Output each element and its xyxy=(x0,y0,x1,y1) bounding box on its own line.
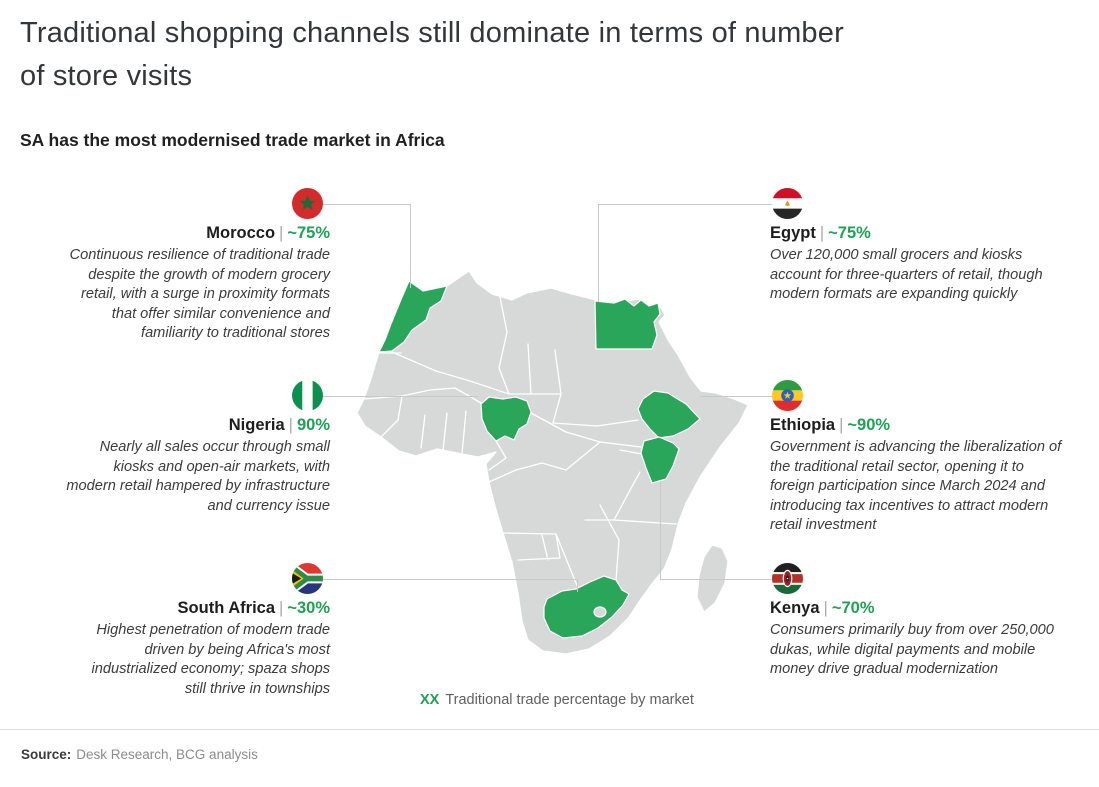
footer-divider xyxy=(0,729,1099,730)
separator: | xyxy=(288,416,293,434)
map-morocco-shape xyxy=(378,280,448,353)
map-egypt-shape xyxy=(594,298,661,350)
country-description: Over 120,000 small grocers and kiosks ac… xyxy=(770,247,1043,302)
connector-south-africa-v xyxy=(577,579,578,592)
country-value: 90% xyxy=(296,416,330,434)
country-header: Kenya | ~70% xyxy=(770,599,1080,618)
callout-morocco: Morocco | ~75% Continuous resilience of tr… xyxy=(20,188,330,344)
africa-continent-shape xyxy=(356,270,749,655)
country-name: Nigeria xyxy=(228,416,285,434)
page-title-line-1: Traditional shopping channels still domi… xyxy=(20,17,844,49)
connector-morocco-h xyxy=(320,204,410,205)
page-subtitle: SA has the most modernised trade market … xyxy=(20,130,445,150)
connector-egypt-h xyxy=(598,204,772,205)
lesotho-shape xyxy=(593,606,607,618)
africa-map xyxy=(356,270,749,655)
country-name: Morocco xyxy=(206,224,276,242)
country-description: Nearly all sales occur through small kio… xyxy=(66,439,330,514)
legend-label: Traditional trade percentage by market xyxy=(445,692,694,708)
page-title-line-2: of store visits xyxy=(20,60,193,92)
connector-morocco-v xyxy=(410,204,411,288)
separator: | xyxy=(823,599,828,617)
map-kenya-shape xyxy=(640,436,680,484)
connector-south-africa-h xyxy=(320,579,577,580)
source-label: Source: xyxy=(21,747,72,762)
country-header: Morocco | ~75% xyxy=(20,224,330,243)
connector-ethiopia-h xyxy=(700,396,772,397)
separator: | xyxy=(839,416,844,434)
country-value: ~30% xyxy=(287,599,330,617)
map-legend: XX Traditional trade percentage by market xyxy=(420,692,694,708)
separator: | xyxy=(279,599,284,617)
map-ethiopia-shape xyxy=(637,390,701,439)
source-line: Source: Desk Research, BCG analysis xyxy=(21,747,258,762)
country-name: Ethiopia xyxy=(770,416,836,434)
egypt-flag-icon xyxy=(772,188,803,219)
madagascar-shape xyxy=(696,544,729,613)
connector-egypt-v xyxy=(598,204,599,302)
country-name: Kenya xyxy=(770,599,820,617)
kenya-flag-icon xyxy=(772,563,803,594)
callout-ethiopia: Ethiopia | ~90% Government is advancing th… xyxy=(770,380,1080,536)
country-header: South Africa | ~30% xyxy=(20,599,330,618)
country-description: Continuous resilience of traditional tra… xyxy=(69,247,330,341)
country-header: Ethiopia | ~90% xyxy=(770,416,1080,435)
separator: | xyxy=(819,224,825,242)
connector-nigeria-h xyxy=(320,396,478,397)
south-africa-flag-icon xyxy=(292,563,323,594)
country-description: Government is advancing the liberalizati… xyxy=(770,439,1062,533)
highlighted-countries xyxy=(378,280,701,639)
connector-kenya-v xyxy=(660,481,661,579)
callout-kenya: Kenya | ~70% Consumers primarily buy from … xyxy=(770,563,1080,680)
nigeria-flag-icon xyxy=(292,380,323,411)
ethiopia-flag-icon xyxy=(772,380,803,411)
callout-egypt: Egypt | ~75% Over 120,000 small grocers an… xyxy=(770,188,1080,305)
morocco-flag-icon xyxy=(292,188,323,219)
country-header: Egypt | ~75% xyxy=(770,224,1080,243)
callout-south-africa: South Africa | ~30% Highest penetration of… xyxy=(20,563,330,699)
country-borders xyxy=(363,296,677,589)
country-name: Egypt xyxy=(770,224,816,242)
country-description: Consumers primarily buy from over 250,00… xyxy=(770,622,1054,677)
legend-marker: XX xyxy=(420,692,440,708)
country-value: ~75% xyxy=(287,224,330,242)
country-name: South Africa xyxy=(177,599,276,617)
separator: | xyxy=(279,224,284,242)
page-title: Traditional shopping channels still domi… xyxy=(20,12,844,98)
map-south-africa-shape xyxy=(543,575,630,639)
country-value: ~90% xyxy=(847,416,891,434)
source-text: Desk Research, BCG analysis xyxy=(76,747,258,762)
connector-kenya-h xyxy=(660,579,772,580)
country-header: Nigeria | 90% xyxy=(20,416,330,435)
callout-nigeria: Nigeria | 90% Nearly all sales occur throu… xyxy=(20,380,330,516)
country-value: ~70% xyxy=(831,599,875,617)
country-description: Highest penetration of modern trade driv… xyxy=(91,622,331,697)
map-nigeria-shape xyxy=(480,396,532,442)
country-value: ~75% xyxy=(828,224,871,242)
